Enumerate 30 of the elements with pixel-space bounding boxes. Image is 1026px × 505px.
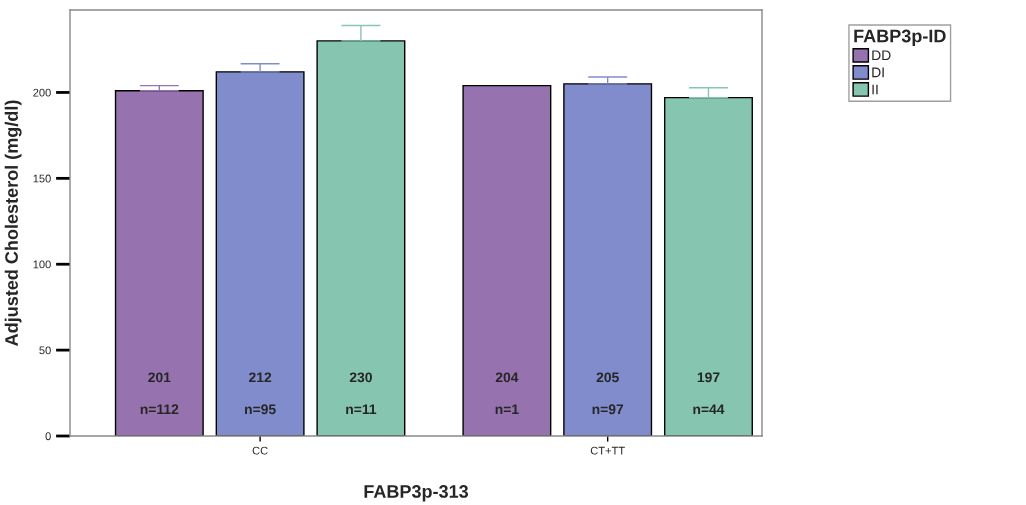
data-label: 201 <box>148 372 171 383</box>
legend-label: II <box>872 84 878 95</box>
data-label: 212 <box>249 372 272 383</box>
legend-title: FABP3p-ID <box>854 29 946 46</box>
annotation: n=44 <box>693 404 725 415</box>
y-tick-label: 100 <box>33 260 51 269</box>
data-label: 205 <box>596 372 619 383</box>
x-tick-label: CT+TT <box>590 446 625 455</box>
y-tick-label: 200 <box>33 88 51 97</box>
annotation: n=1 <box>495 404 519 415</box>
annotation: n=95 <box>245 404 276 415</box>
annotation: n=11 <box>346 404 377 415</box>
bar <box>114 90 204 436</box>
bar <box>215 71 305 436</box>
x-tick-label: CC <box>252 446 268 455</box>
y-tick-label: 50 <box>39 346 51 355</box>
bar <box>316 40 406 436</box>
data-label: 230 <box>349 372 372 383</box>
data-label: 204 <box>495 372 519 383</box>
bar <box>462 84 552 436</box>
y-tick-label: 150 <box>33 174 51 183</box>
legend-label: DI <box>872 67 884 78</box>
annotation: n=112 <box>140 404 179 415</box>
y-axis-title: Adjusted Cholesterol (mg/dl) <box>4 100 22 346</box>
bar <box>563 83 653 436</box>
data-label: 197 <box>697 372 720 383</box>
annotation: n=97 <box>592 404 624 415</box>
y-tick-label: 0 <box>45 432 51 441</box>
legend-label: DD <box>872 50 891 61</box>
x-axis-title: FABP3p-313 <box>364 485 469 502</box>
